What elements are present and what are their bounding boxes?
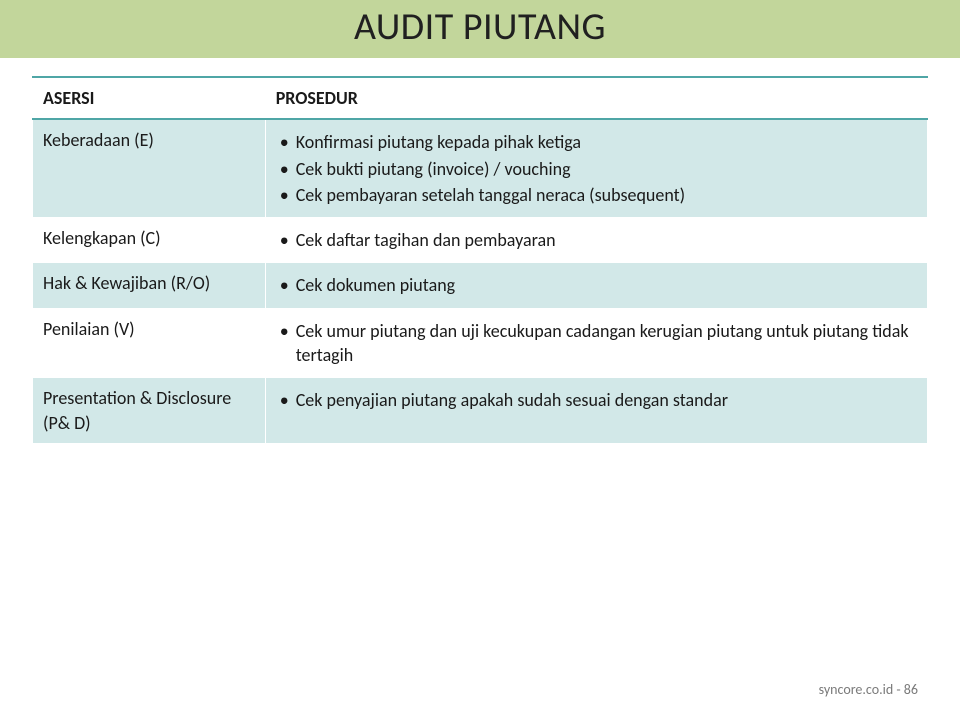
table-row: Keberadaan (E)Konfirmasi piutang kepada …	[33, 119, 928, 217]
table-header-row: ASERSI PROSEDUR	[33, 77, 928, 119]
table-row: Penilaian (V)Cek umur piutang dan uji ke…	[33, 308, 928, 378]
title-bar: AUDIT PIUTANG	[0, 0, 960, 58]
cell-prosedur: Cek umur piutang dan uji kecukupan cadan…	[265, 308, 927, 378]
cell-prosedur: Cek daftar tagihan dan pembayaran	[265, 218, 927, 263]
table-row: Hak & Kewajiban (R/O) Cek dokumen piutang	[33, 263, 928, 308]
prosedur-list: Cek umur piutang dan uji kecukupan cadan…	[276, 319, 917, 368]
cell-prosedur: Cek dokumen piutang	[265, 263, 927, 308]
prosedur-list: Cek dokumen piutang	[276, 273, 917, 297]
prosedur-list: Cek penyajian piutang apakah sudah sesua…	[276, 388, 917, 412]
prosedur-item: Konfirmasi piutang kepada pihak ketiga	[276, 130, 917, 154]
table-row: Kelengkapan (C) Cek daftar tagihan dan pe…	[33, 218, 928, 263]
cell-asersi: Keberadaan (E)	[33, 119, 266, 217]
prosedur-item: Cek bukti piutang (invoice) / vouching	[276, 157, 917, 181]
footer-text: syncore.co.id - 86	[819, 681, 918, 698]
prosedur-item: Cek penyajian piutang apakah sudah sesua…	[276, 388, 917, 412]
cell-prosedur: Konfirmasi piutang kepada pihak ketiga Ce…	[265, 119, 927, 217]
cell-asersi: Presentation & Disclosure (P& D)	[33, 378, 266, 444]
cell-asersi: Hak & Kewajiban (R/O)	[33, 263, 266, 308]
audit-table: ASERSI PROSEDUR Keberadaan (E)Konfirmasi…	[32, 76, 928, 444]
prosedur-list: Konfirmasi piutang kepada pihak ketiga Ce…	[276, 130, 917, 207]
cell-prosedur: Cek penyajian piutang apakah sudah sesua…	[265, 378, 927, 444]
content-area: ASERSI PROSEDUR Keberadaan (E)Konfirmasi…	[0, 58, 960, 444]
header-asersi: ASERSI	[33, 77, 266, 119]
prosedur-item: Cek dokumen piutang	[276, 273, 917, 297]
table-row: Presentation & Disclosure (P& D) Cek peny…	[33, 378, 928, 444]
prosedur-item: Cek daftar tagihan dan pembayaran	[276, 228, 917, 252]
table-body: Keberadaan (E)Konfirmasi piutang kepada …	[33, 119, 928, 443]
page-title: AUDIT PIUTANG	[0, 4, 960, 50]
prosedur-item: Cek pembayaran setelah tanggal neraca (s…	[276, 183, 917, 207]
prosedur-item: Cek umur piutang dan uji kecukupan cadan…	[276, 319, 917, 368]
cell-asersi: Kelengkapan (C)	[33, 218, 266, 263]
header-prosedur: PROSEDUR	[265, 77, 927, 119]
prosedur-list: Cek daftar tagihan dan pembayaran	[276, 228, 917, 252]
cell-asersi: Penilaian (V)	[33, 308, 266, 378]
